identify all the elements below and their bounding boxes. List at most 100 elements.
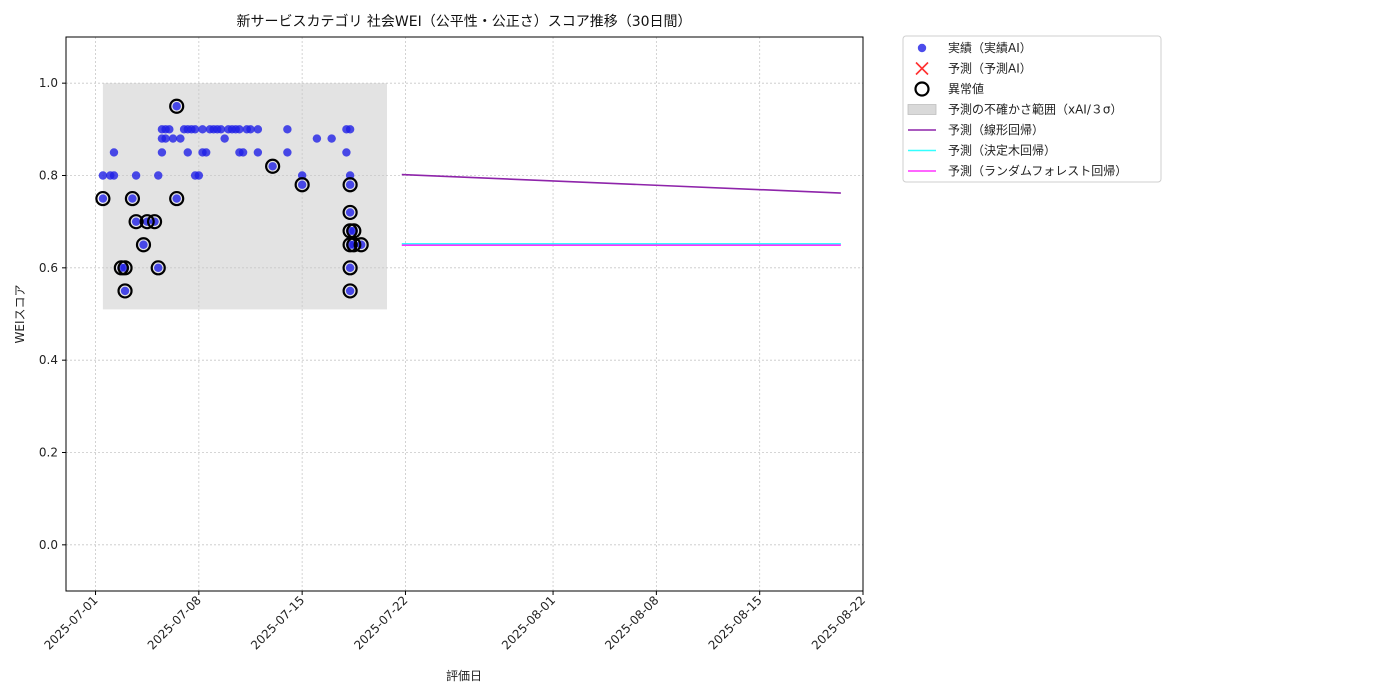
actual-point: [131, 171, 141, 180]
actual-point: [283, 125, 292, 134]
anomaly-ring: [150, 260, 166, 276]
actual-point: [161, 134, 170, 143]
actual-point: [128, 194, 137, 203]
x-axis-label: 評価日: [446, 668, 482, 683]
anomaly-ring: [169, 98, 185, 114]
actual-point: [268, 162, 277, 171]
actual-point: [220, 134, 229, 143]
actual-point: [327, 134, 336, 143]
actual-point: [190, 125, 200, 134]
anomaly-ring: [135, 237, 152, 253]
anomaly-ring-layer: [95, 98, 369, 299]
actual-point: [345, 125, 355, 134]
grid-layer: [66, 37, 864, 591]
uncertainty-band: [102, 83, 388, 310]
legend-box: [902, 35, 1162, 183]
forecast-line-layer: [401, 173, 841, 247]
actual-point: [194, 171, 204, 180]
anomaly-ring: [265, 158, 281, 174]
y-tick-label: 0.8: [39, 169, 58, 183]
actual-point: [253, 148, 263, 157]
anomaly-ring: [294, 177, 310, 193]
legend-label: 予測（予測AI）: [948, 62, 1032, 76]
anomaly-ring: [146, 214, 163, 230]
actual-point: [172, 194, 181, 203]
plot-frame: [65, 36, 864, 592]
x-tick-label: 2025-07-15: [248, 593, 307, 652]
actual-point: [198, 125, 207, 134]
legend-swatch: [914, 81, 930, 97]
anomaly-ring: [117, 283, 133, 299]
legend-label: 異常値: [948, 81, 984, 96]
actual-point: [312, 134, 322, 143]
actual-point: [109, 148, 119, 157]
x-tick-label: 2025-08-01: [499, 593, 558, 652]
anomaly-ring: [117, 260, 133, 276]
anomaly-ring: [124, 190, 141, 207]
actual-point: [238, 148, 248, 157]
actual-point: [253, 125, 263, 134]
actual-point: [342, 148, 351, 157]
y-tick-label: 0.2: [39, 446, 58, 460]
y-tick-label: 0.4: [39, 353, 58, 367]
actual-point: [283, 148, 292, 157]
y-tick-label: 0.0: [39, 538, 58, 552]
actual-point: [131, 217, 141, 226]
actual-point: [120, 286, 130, 296]
legend-label: 実績（実績AI）: [948, 40, 1032, 55]
anomaly-ring: [128, 214, 144, 230]
y-tick-label: 0.6: [39, 261, 58, 275]
y-axis-label: WEIスコア: [13, 285, 27, 344]
uncertainty-band-layer: [102, 83, 388, 310]
legend-label: 予測（ランダムフォレスト回帰）: [948, 163, 1127, 178]
x-tick-label: 2025-08-22: [809, 593, 868, 652]
anomaly-ring: [353, 237, 369, 253]
anomaly-ring: [346, 223, 362, 239]
y-tick-label: 1.0: [39, 76, 58, 90]
actual-point: [168, 134, 178, 143]
actual-point: [154, 171, 163, 180]
anomaly-ring: [169, 190, 185, 207]
legend-label: 予測の不確かさ範囲（xAI/３σ）: [948, 102, 1123, 117]
actual-point: [176, 134, 185, 143]
actual-point: [98, 194, 108, 203]
actual-point: [297, 180, 307, 189]
x-tick-label: 2025-07-08: [145, 593, 204, 652]
actual-point: [154, 263, 163, 273]
actual-point: [157, 148, 167, 157]
actual-point: [235, 125, 244, 134]
legend-label: 予測（決定木回帰）: [948, 143, 1056, 158]
anomaly-ring: [342, 260, 358, 276]
actual-point: [98, 171, 108, 180]
legend-swatch: [917, 43, 927, 53]
forecast-line: [401, 173, 841, 194]
anomaly-ring: [139, 214, 155, 230]
anomaly-ring: [342, 283, 358, 299]
actual-point: [345, 208, 355, 217]
legend-swatch: [907, 104, 937, 115]
anomaly-ring: [342, 177, 358, 193]
actual-point: [139, 240, 148, 249]
x-tick-label: 2025-07-01: [41, 593, 100, 652]
actual-point: [246, 125, 255, 134]
anomaly-ring: [342, 204, 358, 221]
actual-point: [345, 263, 355, 273]
x-tick-label: 2025-08-15: [706, 593, 765, 652]
actual-point: [216, 125, 226, 134]
anomaly-ring: [95, 190, 111, 207]
actual-point: [109, 171, 119, 180]
actual-point: [183, 148, 192, 157]
actual-point: [172, 102, 181, 111]
x-tick-label: 2025-07-22: [351, 593, 410, 652]
actual-point: [345, 286, 355, 296]
actual-point: [165, 125, 174, 134]
actual-point: [202, 148, 211, 157]
x-tick-label: 2025-08-08: [602, 593, 661, 652]
x-axis-ticks: 2025-07-01 2025-07-08 2025-07-15 2025-07-22…: [41, 591, 868, 652]
legend-swatch: [915, 61, 929, 76]
actual-point: [345, 180, 355, 189]
y-axis-ticks: 0.0 0.2 0.4 0.6 0.8 1.0: [39, 76, 66, 552]
legend-label: 予測（線形回帰）: [948, 122, 1044, 137]
